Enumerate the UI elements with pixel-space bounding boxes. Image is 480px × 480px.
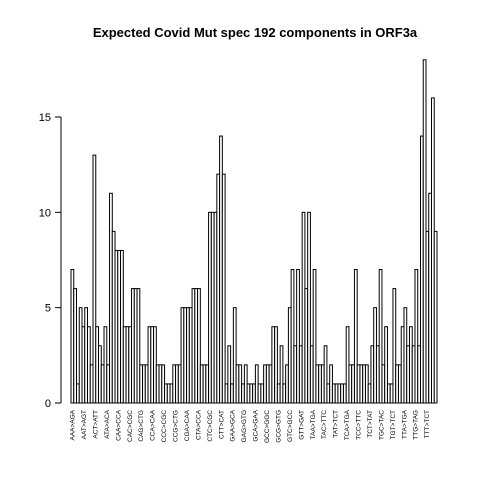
x-axis-labels: AAA>AGA AAT>AGT ACT>ATT ATA>ACA CAA>CCA CAC>C… (70, 409, 432, 443)
y-tick-label: 0 (45, 398, 51, 410)
x-tick-label: TAT>TCT (333, 410, 340, 438)
x-tick-label: ACT>ATT (92, 410, 99, 439)
bar (274, 326, 278, 404)
x-tick-label: GCA>GAA (253, 409, 260, 441)
x-tick-label: TAA>TGA (310, 409, 317, 439)
bar (279, 345, 284, 404)
x-tick-label: CTT>CAT (218, 410, 225, 439)
bar (227, 345, 232, 404)
x-tick-label: TTT>TCT (424, 410, 431, 438)
bar (392, 288, 397, 404)
bar (221, 173, 226, 404)
y-axis: 0 5 10 15 (39, 112, 62, 410)
bar (290, 269, 295, 404)
bar (307, 211, 311, 404)
x-tick-label: TCC>TTC (356, 410, 363, 440)
y-tick-label: 5 (45, 303, 51, 315)
x-tick-label: TGT>TCT (390, 410, 397, 439)
x-tick-label: CAC>CGC (127, 410, 134, 442)
x-tick-label: GCG>GTG (275, 410, 282, 443)
bar (353, 269, 358, 404)
x-tick-label: TGC>TAC (378, 410, 385, 440)
bar (232, 307, 237, 404)
x-tick-label: GAG>GTG (241, 410, 248, 442)
x-tick-label: AAA>AGA (70, 409, 77, 440)
x-tick-label: GAA>GCA (230, 409, 237, 441)
x-tick-label: TCT>TAT (367, 410, 374, 438)
x-tick-label: TAC>TTC (321, 410, 328, 439)
x-tick-label: TTG>TAG (413, 410, 420, 440)
bar (378, 269, 383, 404)
chart-title: Expected Covid Mut spec 192 components i… (93, 25, 418, 40)
x-tick-label: GTC>GCC (287, 410, 294, 442)
bar (414, 269, 419, 404)
x-tick-label: AAT>AGT (81, 410, 88, 439)
bar (312, 269, 317, 404)
x-tick-label: CGA>CAA (184, 409, 191, 441)
x-tick-label: ATA>ACA (104, 409, 111, 439)
x-tick-label: CCC>CGC (161, 410, 168, 443)
y-tick-label: 10 (39, 207, 51, 219)
x-tick-label: GCC>GGC (264, 410, 271, 443)
bar (92, 154, 97, 404)
x-tick-label: CTA>CCA (195, 409, 202, 440)
x-tick-label: CCG>CTG (173, 410, 180, 442)
bars (70, 59, 438, 404)
bar (73, 288, 77, 404)
x-tick-label: TCA>TGA (344, 409, 351, 440)
bar (136, 288, 141, 404)
x-tick-label: CCA>CAA (150, 409, 157, 441)
bar (384, 326, 388, 404)
bar (323, 345, 328, 404)
bar (197, 288, 201, 404)
x-tick-label: CAA>CCA (115, 409, 122, 441)
x-tick-label: CAG>CTG (138, 410, 145, 442)
x-tick-label: TTA>TGA (401, 409, 408, 439)
y-tick-label: 15 (39, 112, 51, 124)
bar (433, 230, 438, 404)
bar (296, 269, 300, 404)
x-tick-label: GTT>GAT (298, 410, 305, 440)
x-tick-label: CTC>CGC (207, 410, 214, 442)
